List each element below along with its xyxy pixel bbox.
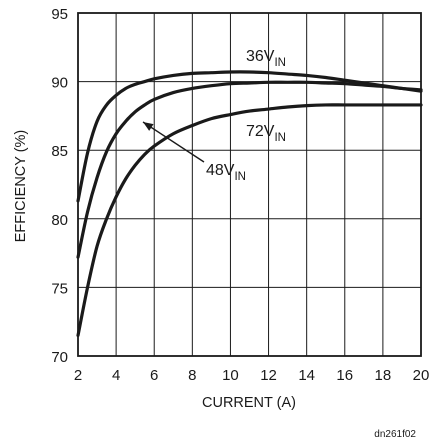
- figure-id: dn261f02: [374, 429, 416, 440]
- curve-72v-in: [76, 103, 423, 338]
- plot-frame: [77, 12, 422, 357]
- y-tick-label-70: 70: [51, 349, 68, 366]
- y-tick-label-75: 75: [51, 280, 68, 297]
- x-tick-label-4: 4: [112, 367, 120, 384]
- series-label-72v-in: 72VIN: [246, 123, 286, 144]
- x-tick-label-8: 8: [188, 367, 196, 384]
- tick-labels: 2 4 6 8 10 12 14 16 18 20 70 75 80 85 90 95: [51, 6, 429, 384]
- plot-border: [77, 12, 422, 357]
- y-axis-label: EFFICIENCY (%): [13, 130, 29, 243]
- x-tick-label-14: 14: [298, 367, 315, 384]
- x-tick-label-16: 16: [336, 367, 353, 384]
- leader-line-48v: [142, 121, 205, 163]
- curve-48v-in: [76, 80, 423, 259]
- y-tick-label-90: 90: [51, 75, 68, 92]
- curve-36v-in: [76, 70, 423, 203]
- series-label-48v-in: 48VIN: [206, 162, 246, 183]
- x-tick-label-12: 12: [260, 367, 277, 384]
- x-tick-label-6: 6: [150, 367, 158, 384]
- series-label-subscript: IN: [274, 57, 286, 69]
- x-tick-label-10: 10: [222, 367, 239, 384]
- y-tick-label-80: 80: [51, 212, 68, 229]
- series-label-subscript: IN: [234, 171, 246, 183]
- x-tick-label-2: 2: [74, 367, 82, 384]
- series-label-36v-in: 36VIN: [246, 48, 286, 69]
- y-tick-label-85: 85: [51, 143, 68, 160]
- x-axis-label: CURRENT (A): [202, 395, 296, 411]
- series-label-main: 72V: [246, 123, 275, 140]
- x-tick-label-18: 18: [375, 367, 392, 384]
- series-label-main: 48V: [206, 162, 235, 179]
- series-label-subscript: IN: [274, 132, 286, 144]
- x-tick-label-20: 20: [413, 367, 430, 384]
- y-tick-label-95: 95: [51, 6, 68, 23]
- series-label-main: 36V: [246, 48, 275, 65]
- curves: [76, 70, 423, 338]
- arrowhead-48v: [143, 122, 154, 131]
